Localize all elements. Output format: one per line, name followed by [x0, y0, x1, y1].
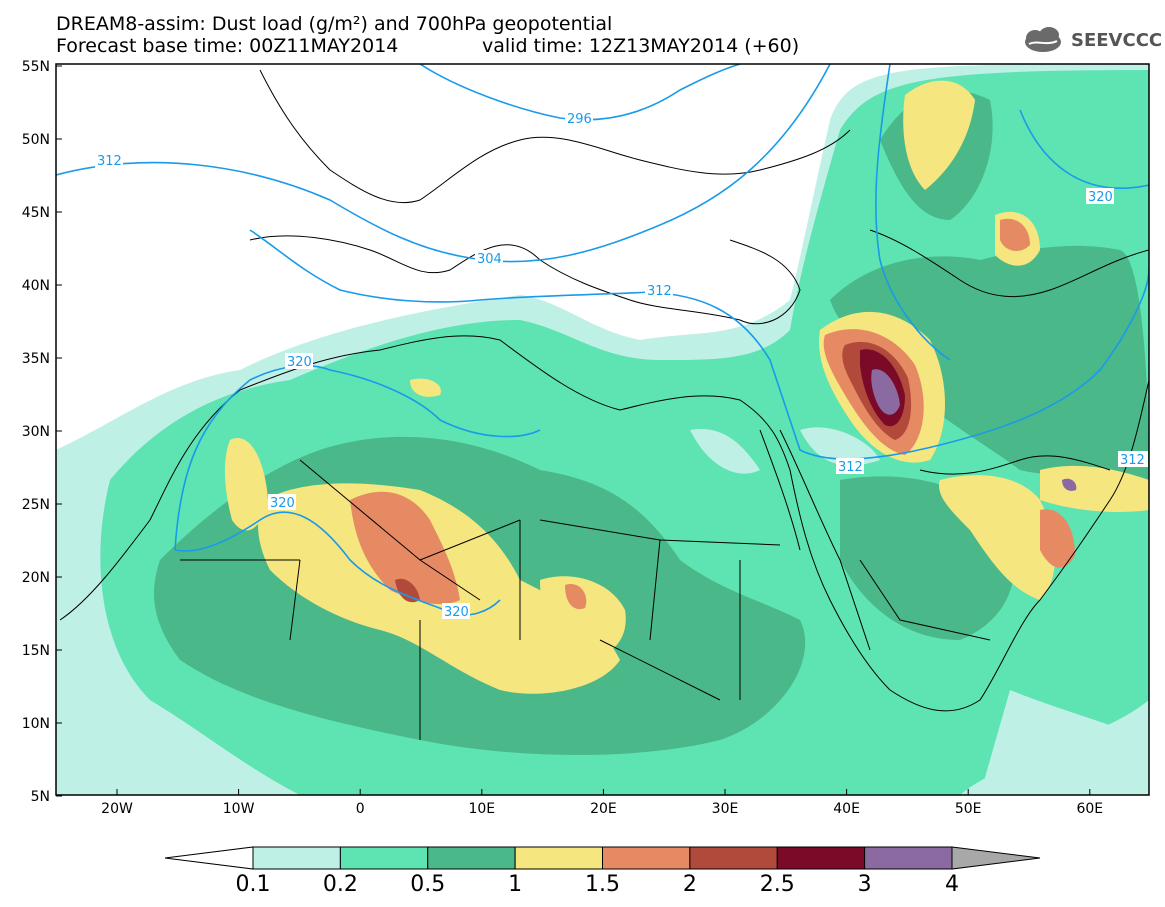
colorbar-over-triangle	[951, 846, 1041, 870]
lon-tick-label: 50E	[955, 801, 982, 817]
colorbar-swatch	[427, 846, 516, 870]
lat-axis: 55N 50N 45N 40N 35N 30N 25N 20N 15N 10N 5N	[22, 59, 62, 805]
colorbar	[164, 846, 1041, 870]
lat-tick-label: 25N	[22, 497, 50, 513]
coastlines	[59, 69, 1149, 740]
lat-tick-label: 30N	[22, 424, 50, 440]
seevccc-logo	[1025, 27, 1061, 52]
lat-tick-label: 15N	[22, 643, 50, 659]
colorbar-under-triangle	[164, 846, 254, 870]
title-valid-time: valid time: 12Z13MAY2014 (+60)	[482, 35, 800, 57]
colorbar-tick-label: 0.2	[322, 872, 358, 897]
lon-tick-label: 30E	[712, 801, 739, 817]
contour-label: 320	[1088, 190, 1113, 205]
lon-tick-label: 10W	[223, 801, 255, 817]
colorbar-tick-label: 1	[508, 872, 523, 897]
dust-shading	[56, 64, 1149, 795]
lat-tick-label: 20N	[22, 570, 50, 586]
contour-label: 312	[1120, 453, 1145, 468]
contour-label: 304	[477, 252, 502, 267]
colorbar-tick-label: 3	[857, 872, 872, 897]
lon-tick-label: 10E	[468, 801, 495, 817]
contour-label: 320	[287, 355, 312, 370]
colorbar-swatch	[602, 846, 691, 870]
contour-label: 312	[97, 154, 122, 169]
map-plot-area: 296 312 304 312 320 320 320 312 312 320	[56, 64, 1149, 795]
colorbar-tick-label: 0.1	[235, 872, 271, 897]
colorbar-swatch	[514, 846, 603, 870]
colorbar-tick-label: 0.5	[410, 872, 446, 897]
lat-tick-label: 10N	[22, 716, 50, 732]
contour-label: 312	[838, 460, 863, 475]
lon-tick-label: 20W	[101, 801, 133, 817]
lon-axis: 20W 10W 0 10E 20E 30E 40E 50E 60E	[101, 789, 1103, 817]
cloud-icon	[1025, 27, 1061, 52]
colorbar-tick-label: 2	[682, 872, 697, 897]
colorbar-tick-label: 1.5	[585, 872, 620, 897]
lon-tick-label: 40E	[833, 801, 860, 817]
lon-tick-label: 60E	[1076, 801, 1103, 817]
colorbar-tick-label: 2.5	[759, 872, 795, 897]
colorbar-swatch	[252, 846, 341, 870]
logo-text: SEEVCCC	[1071, 30, 1163, 51]
colorbar-swatch	[339, 846, 429, 870]
lat-tick-label: 35N	[22, 351, 50, 367]
colorbar-tick-label: 4	[945, 872, 959, 897]
lat-tick-label: 40N	[22, 278, 50, 294]
lon-tick-label: 0	[356, 801, 365, 817]
lat-tick-label: 45N	[22, 205, 50, 221]
contour-labels: 296 312 304 312 320 320 320 312 312 320	[95, 110, 1148, 620]
colorbar-swatch	[776, 846, 866, 870]
title-line-1: DREAM8-assim: Dust load (g/m²) and 700hP…	[56, 13, 613, 35]
contour-label: 320	[270, 496, 295, 511]
lon-tick-label: 20E	[590, 801, 617, 817]
colorbar-swatch	[864, 846, 953, 870]
lat-tick-label: 5N	[31, 789, 50, 805]
colorbar-swatch	[689, 846, 778, 870]
lat-tick-label: 50N	[22, 132, 50, 148]
contour-label: 320	[444, 605, 469, 620]
contour-label: 296	[567, 112, 592, 127]
map-frame	[55, 63, 1150, 796]
title-forecast-base-time: Forecast base time: 00Z11MAY2014	[56, 35, 399, 57]
lat-tick-label: 55N	[22, 59, 50, 75]
contour-label: 312	[647, 284, 672, 299]
